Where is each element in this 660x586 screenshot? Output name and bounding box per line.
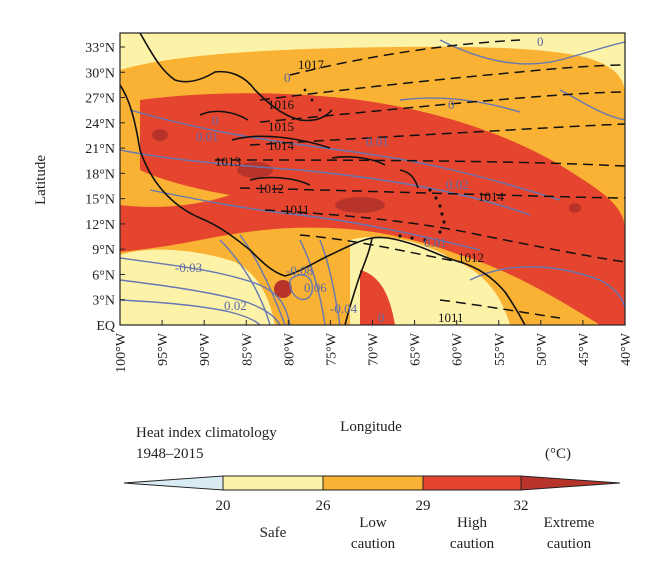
legend-title: Heat index climatology [136,425,277,441]
lat-tick-label: 15°N [85,193,115,208]
lon-tick-label: 80°W [282,332,297,366]
islands [303,88,446,242]
colorbar-tick: 29 [416,498,431,514]
wind-labels: 0 0 0 0.01 0.01 0 0.02 0.01 -0.03 0.02 -… [175,34,544,325]
pressure-label: 1015 [268,119,294,134]
map-panel: 1017 1016 1015 1014 1013 1012 1011 1014 … [120,33,625,325]
category-label: Low caution [351,515,396,552]
y-axis-title: Latitude [33,155,49,205]
colorbar-extreme-caution [520,475,621,491]
wind-label: 0 [378,310,385,325]
pressure-contours [214,39,625,319]
lon-tick-label: 40°W [619,332,634,366]
lat-tick-label: 3°N [92,294,115,309]
lat-tick-label: 24°N [85,117,115,132]
pressure-label: 1013 [215,154,241,169]
lon-tick-label: 100°W [114,332,129,373]
wind-label: 0.02 [224,298,247,313]
wind-label: -0.04 [330,301,358,316]
colorbar-tick: 20 [216,498,231,514]
pressure-label: 1014 [268,138,295,153]
lat-tick-label: 9°N [92,243,115,258]
lon-tick-label: 95°W [156,332,171,366]
lat-tick-label: 33°N [85,41,115,56]
extreme-patch-5 [569,203,581,213]
lat-tick-label: 6°N [92,268,115,283]
category-labels: Safe Low caution High caution Extreme caution [260,515,595,552]
extreme-patch-3 [335,197,385,213]
colorbar-safe [222,475,324,491]
colorbar-tick: 32 [514,498,529,514]
pressure-label: 1011 [438,310,464,325]
latitude-axis: 33°N 30°N 27°N 24°N 21°N 18°N 15°N 12°N 9°N 6°N 3°… [85,41,125,334]
lon-tick-label: 55°W [493,332,508,366]
wind-label: -0.03 [175,260,202,275]
wind-contours [120,39,625,325]
lat-tick-label: 18°N [85,167,115,182]
colorbar-below-20 [123,475,224,491]
high-caution-south [360,270,395,325]
coastlines [120,33,526,325]
legend-period: 1948–2015 [136,446,204,462]
wind-label: 0.01 [366,134,389,149]
wind-label: 0.02 [446,177,469,192]
colorbar-high-caution [422,475,522,491]
lat-tick-label: 30°N [85,66,115,81]
pressure-label: 1014 [478,189,505,204]
category-label: Extreme caution [544,515,595,552]
pressure-label: 1011 [284,202,310,217]
lat-tick-label: EQ [96,319,115,334]
wind-label: 0 [448,97,455,112]
pressure-label: 1012 [258,181,284,196]
wind-label: -0.08 [286,263,313,278]
lon-tick-label: 90°W [198,332,213,366]
lon-tick-label: 65°W [409,332,424,366]
legend: Heat index climatology 1948–2015 (°C) 20… [123,425,621,552]
lon-tick-label: 70°W [367,332,382,366]
extreme-patch-2 [237,162,273,178]
lat-tick-label: 21°N [85,142,115,157]
wind-label: 0 [212,113,219,128]
extreme-patch-4 [274,280,292,298]
pressure-label: 1017 [298,57,325,72]
lat-tick-label: 27°N [85,92,115,107]
wind-label: 0.06 [304,280,327,295]
lat-tick-label: 12°N [85,218,115,233]
wind-label: 0.01 [196,129,219,144]
category-label: High caution [450,515,495,552]
lon-tick-label: 60°W [451,332,466,366]
colorbar-low-caution [322,475,424,491]
extreme-patch-1 [152,129,168,141]
lon-tick-label: 50°W [535,332,550,366]
land-safe-sa [350,236,510,325]
wind-label: 0 [537,34,544,49]
lon-tick-label: 75°W [324,332,339,366]
legend-unit: (°C) [545,446,571,462]
pressure-labels: 1017 1016 1015 1014 1013 1012 1011 1014 … [215,57,505,325]
pressure-label: 1012 [458,250,484,265]
lon-tick-label: 45°W [577,332,592,366]
pressure-label: 1016 [268,97,295,112]
wind-label: 0.01 [424,235,447,250]
wind-label: 0 [284,70,291,85]
land-safe-south [120,249,275,325]
colorbar-tick: 26 [316,498,332,514]
x-axis-title: Longitude [340,419,402,435]
longitude-axis: 100°W 95°W 90°W 85°W 80°W 75°W 70°W 65°W 60°W 55°… [114,320,634,373]
category-label: Safe [260,525,287,541]
lon-tick-label: 85°W [240,332,255,366]
